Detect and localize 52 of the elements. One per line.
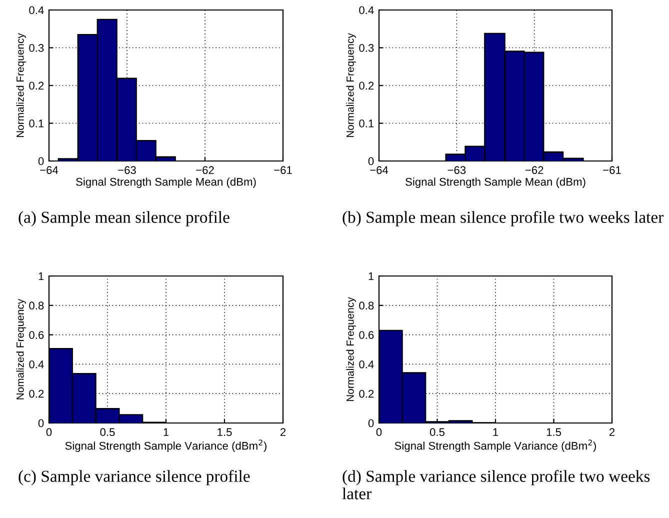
y-tick-label: 0 [38, 419, 44, 428]
y-tick-label: 0.1 [359, 120, 374, 128]
x-tick-label: −62 [525, 166, 544, 174]
y-tick-label: 0.2 [29, 390, 44, 398]
x-tick-label: −63 [448, 166, 466, 174]
x-tick-label: 1 [164, 428, 169, 436]
y-tick-label: 0.6 [359, 331, 374, 339]
x-tick-label: −64 [370, 166, 388, 174]
y-tick-label: 0.1 [29, 120, 44, 128]
x-axis-title: Signal Strength Sample Mean (dBm) [406, 178, 586, 188]
x-tick-label: 1.5 [546, 428, 562, 436]
y-axis-title: Normalized Frequency [346, 297, 356, 402]
x-tick-label: −61 [274, 166, 292, 174]
x-tick-label: 0.5 [100, 428, 115, 436]
x-tick-label: −64 [40, 166, 58, 174]
x-tick-label: 2 [280, 428, 286, 436]
y-tick-label: 0.4 [29, 6, 44, 14]
y-tick-label: 0.2 [359, 82, 374, 90]
y-tick-label: 0.6 [29, 331, 44, 339]
x-axis-title: Signal Strength Sample Variance (dBm$^{2}$) [65, 440, 266, 452]
x-tick-label: −61 [603, 166, 621, 174]
x-tick-label: 1 [493, 428, 498, 436]
y-tick-label: 0.8 [359, 302, 374, 310]
x-tick-label: −63 [118, 166, 136, 174]
x-tick-label: 0 [376, 428, 382, 436]
y-tick-label: 0.3 [359, 44, 374, 52]
y-tick-label: 0.4 [359, 360, 374, 368]
x-tick-label: 0 [46, 428, 52, 436]
x-axis-title: Signal Strength Sample Variance (dBm$^{2}$) [394, 440, 596, 452]
text: (b) Sample mean silence profile two weeks later [342, 211, 664, 226]
y-tick-label: 0.4 [29, 360, 44, 368]
y-tick-label: 1 [38, 272, 44, 280]
x-tick-label: 0.5 [430, 428, 445, 436]
y-axis-title: Normalized Frequency [346, 33, 356, 138]
y-tick-label: 0 [368, 419, 374, 428]
y-tick-label: 0.3 [29, 44, 44, 52]
text: (c) Sample variance silence profile [18, 470, 250, 486]
text: (a) Sample mean silence profile [18, 211, 230, 226]
x-tick-label: −62 [196, 166, 214, 174]
y-tick-label: 1 [368, 272, 374, 280]
y-tick-label: 0.4 [359, 6, 374, 14]
x-tick-label: 1.5 [218, 428, 232, 436]
y-tick-label: 0 [368, 157, 374, 166]
x-axis-title: Signal Strength Sample Mean (dBm) [76, 178, 256, 188]
x-tick-label: 2 [609, 428, 615, 436]
y-tick-label: 0 [38, 157, 44, 166]
y-axis-title: Normalized Frequency [16, 33, 26, 138]
y-tick-label: 0.2 [359, 390, 374, 398]
y-axis-title: Nomalized Frequency [16, 298, 26, 400]
y-tick-label: 0.8 [29, 302, 44, 310]
y-tick-label: 0.2 [29, 82, 44, 90]
text: (d) Sample variance silence profile two weeks later [342, 470, 650, 500]
